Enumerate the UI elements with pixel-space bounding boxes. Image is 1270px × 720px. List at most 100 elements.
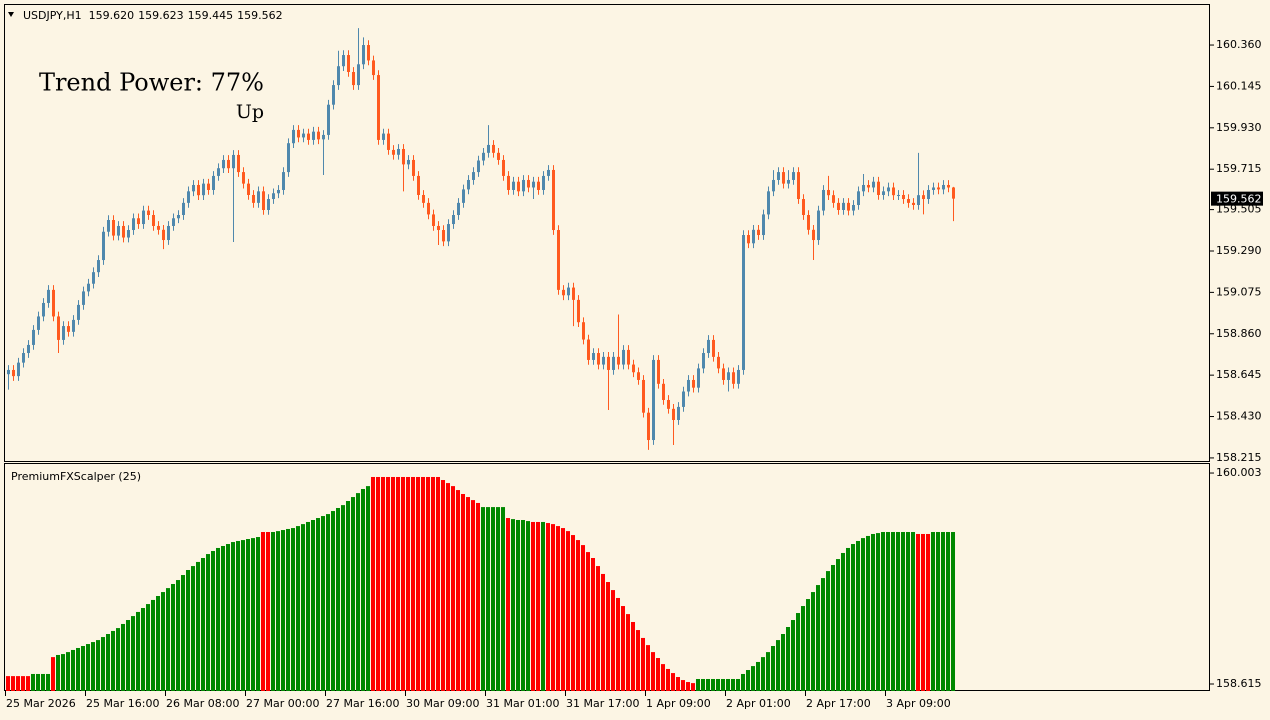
- histogram-bar: [381, 476, 385, 691]
- histogram-bar: [926, 533, 930, 691]
- candle-body: [592, 353, 595, 360]
- candle-body: [247, 183, 250, 195]
- candle-body: [317, 131, 320, 140]
- candle-body: [702, 353, 705, 369]
- histogram-bar: [96, 640, 100, 691]
- histogram-bar: [316, 518, 320, 691]
- candle-body: [162, 229, 165, 241]
- histogram-bar: [21, 676, 25, 691]
- symbol-menu-arrow[interactable]: [8, 12, 14, 17]
- candle-body: [482, 152, 485, 161]
- histogram-bar: [121, 623, 125, 691]
- candle-body: [212, 175, 215, 190]
- histogram-bar: [646, 645, 650, 691]
- candle-body: [127, 230, 130, 238]
- histogram-bar: [161, 592, 165, 691]
- histogram-bar: [111, 630, 115, 691]
- candle-body: [312, 131, 315, 140]
- histogram-bar: [461, 494, 465, 691]
- candle-body: [777, 172, 780, 180]
- trend-direction: Up: [236, 101, 264, 123]
- candle-body: [62, 326, 65, 340]
- histogram-bar: [11, 676, 15, 691]
- y-tick-label: 160.360: [1216, 38, 1262, 51]
- candle-body: [492, 144, 495, 153]
- candle-body: [857, 191, 860, 205]
- histogram-bar: [771, 646, 775, 691]
- candle-body: [947, 184, 950, 188]
- histogram-bar: [756, 661, 760, 691]
- candle-body: [397, 148, 400, 155]
- x-tick-label: 31 Mar 01:00: [486, 697, 559, 710]
- candle-body: [202, 183, 205, 196]
- histogram-bar: [101, 637, 105, 691]
- histogram-bar: [306, 521, 310, 691]
- histogram-bar: [216, 547, 220, 691]
- candle-body: [507, 175, 510, 190]
- histogram-bar: [911, 532, 915, 691]
- y-tick-label: 158.430: [1216, 410, 1262, 423]
- y-tick-label: 160.145: [1216, 79, 1262, 92]
- histogram-bar: [666, 668, 670, 691]
- histogram-bar: [791, 620, 795, 691]
- header-close: 159.562: [237, 9, 283, 22]
- candle-body: [352, 71, 355, 86]
- y-tick-label: 158.860: [1216, 327, 1262, 340]
- histogram-bar: [551, 524, 555, 691]
- histogram-bar: [451, 486, 455, 691]
- candle-body: [232, 154, 235, 169]
- candle-body: [572, 287, 575, 300]
- candle-body: [672, 408, 675, 421]
- candle-body: [22, 353, 25, 363]
- histogram-bar: [701, 678, 705, 691]
- histogram-bar: [416, 476, 420, 691]
- price-tag-label: 159.562: [1216, 193, 1262, 206]
- histogram-bar: [736, 678, 740, 691]
- x-tick-label: 31 Mar 17:00: [566, 697, 639, 710]
- histogram-bar: [206, 554, 210, 691]
- histogram-bar: [726, 678, 730, 691]
- histogram-bar: [486, 507, 490, 691]
- candle-body: [207, 183, 210, 190]
- histogram-bar: [941, 532, 945, 691]
- candle-body: [242, 172, 245, 184]
- candle-body: [387, 133, 390, 150]
- candle-body: [852, 204, 855, 211]
- candle-body: [462, 189, 465, 203]
- candle-body: [32, 329, 35, 345]
- candle-body: [752, 229, 755, 244]
- candle-body: [837, 202, 840, 210]
- candle-body: [42, 302, 45, 317]
- histogram-bar: [691, 683, 695, 691]
- candle-body: [497, 152, 500, 160]
- histogram-bar: [916, 533, 920, 691]
- candle-body: [257, 191, 260, 203]
- histogram-bar: [56, 654, 60, 691]
- candle-body: [107, 220, 110, 232]
- histogram-bar: [761, 657, 765, 691]
- histogram-bar: [816, 585, 820, 691]
- histogram-bar: [171, 583, 175, 691]
- candle-body: [422, 194, 425, 203]
- histogram-bar: [361, 488, 365, 691]
- histogram-bar: [446, 483, 450, 691]
- histogram-bar: [151, 599, 155, 691]
- candle-body: [657, 359, 660, 384]
- candle-body: [762, 214, 765, 236]
- candle-body: [802, 199, 805, 216]
- candle-body: [147, 210, 150, 216]
- histogram-bar: [606, 582, 610, 691]
- histogram-bar: [311, 520, 315, 691]
- histogram-bar: [831, 564, 835, 691]
- histogram-bar: [231, 542, 235, 691]
- histogram-bar: [581, 545, 585, 691]
- histogram-bar: [796, 613, 800, 691]
- histogram-bar: [766, 652, 770, 691]
- histogram-bar: [221, 545, 225, 691]
- histogram-bar: [591, 558, 595, 691]
- histogram-bar: [406, 476, 410, 691]
- histogram-bar: [676, 677, 680, 691]
- candle-body: [292, 129, 295, 144]
- candle-body: [712, 339, 715, 357]
